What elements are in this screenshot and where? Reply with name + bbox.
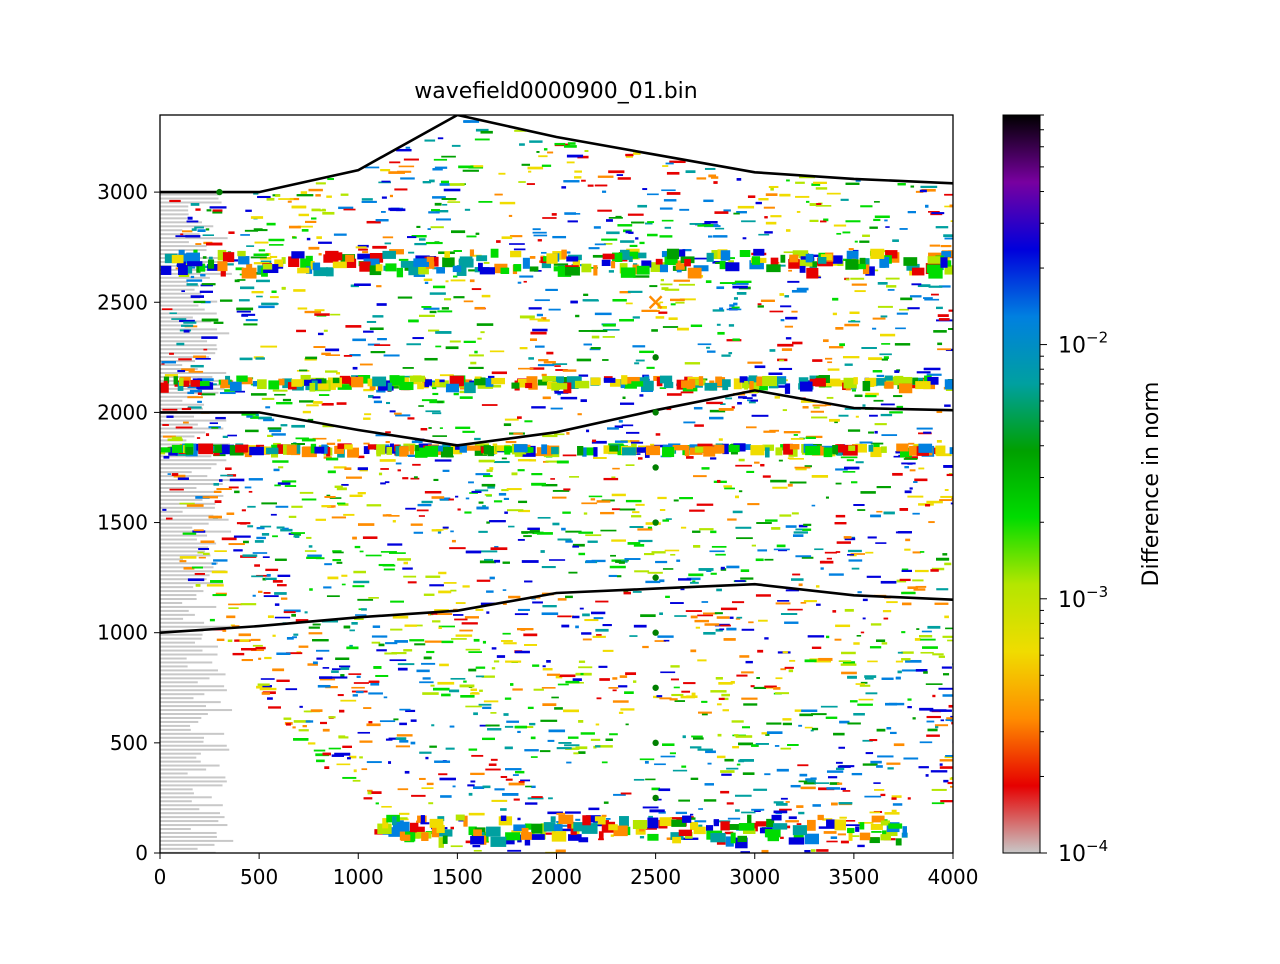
colorbar-label: Difference in norm bbox=[1139, 382, 1164, 587]
colorbar-tick-label: 10−4 bbox=[1058, 837, 1108, 867]
heatmap-field bbox=[160, 120, 953, 853]
source-marker bbox=[648, 295, 663, 310]
x-tick-label: 1500 bbox=[432, 865, 483, 889]
y-axis: 0 500 1000 1500 2000 2500 3000 bbox=[97, 180, 160, 865]
receiver-marker bbox=[652, 354, 659, 361]
receiver-marker bbox=[216, 188, 223, 196]
x-tick-label: 4000 bbox=[928, 865, 979, 889]
receiver-marker bbox=[652, 629, 659, 636]
receiver-marker bbox=[652, 519, 659, 526]
receiver-marker bbox=[652, 684, 659, 691]
x-tick-label: 2000 bbox=[531, 865, 582, 889]
x-tick-label: 3500 bbox=[828, 865, 879, 889]
colorbar: 10−4 10−3 10−2 Difference in norm bbox=[1002, 114, 1164, 867]
x-tick-label: 0 bbox=[154, 865, 167, 889]
x-tick-label: 3000 bbox=[729, 865, 780, 889]
colorbar-tick-label: 10−2 bbox=[1058, 329, 1108, 359]
interface-lines bbox=[160, 115, 953, 634]
y-tick-label: 2000 bbox=[97, 400, 148, 424]
receiver-marker bbox=[652, 739, 659, 747]
y-tick-label: 1500 bbox=[97, 511, 148, 535]
y-tick-label: 0 bbox=[135, 841, 148, 865]
receiver-marker bbox=[652, 794, 659, 802]
interface-line bbox=[160, 389, 953, 447]
interface-line bbox=[160, 115, 953, 194]
x-tick-label: 500 bbox=[240, 865, 278, 889]
chart-title: wavefield0000900_01.bin bbox=[414, 79, 698, 104]
y-tick-label: 3000 bbox=[97, 180, 148, 204]
y-tick-label: 500 bbox=[110, 731, 148, 755]
colorbar-gradient bbox=[1002, 114, 1041, 854]
receiver-marker bbox=[652, 464, 659, 471]
interface-line bbox=[160, 582, 953, 634]
receiver-marker bbox=[652, 574, 659, 581]
x-axis: 0 500 1000 1500 2000 2500 3000 3500 4000 bbox=[154, 853, 979, 889]
receiver-marker bbox=[652, 409, 659, 416]
y-tick-label: 1000 bbox=[97, 621, 148, 645]
x-tick-label: 2500 bbox=[630, 865, 681, 889]
colorbar-ticks: 10−4 10−3 10−2 bbox=[1040, 114, 1108, 867]
colorbar-tick-label: 10−3 bbox=[1058, 583, 1108, 613]
x-tick-label: 1000 bbox=[333, 865, 384, 889]
markers bbox=[216, 188, 663, 802]
y-tick-label: 2500 bbox=[97, 290, 148, 314]
